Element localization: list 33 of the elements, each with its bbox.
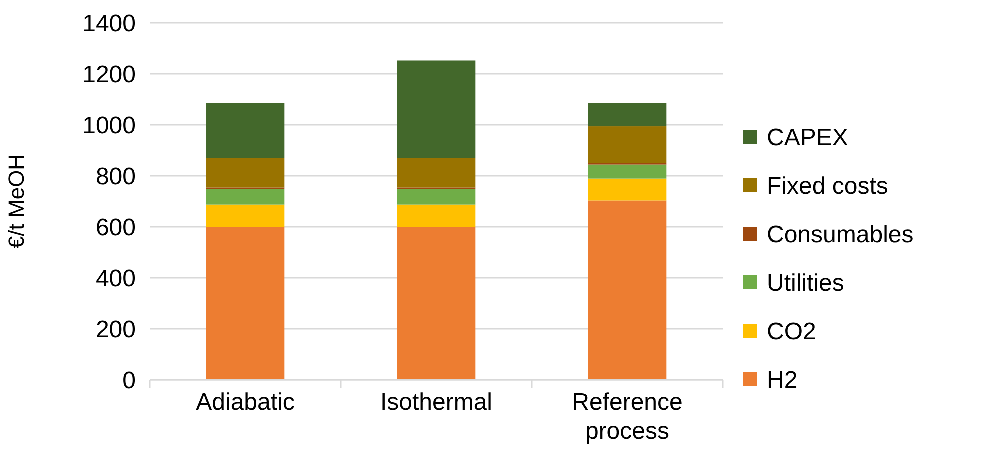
bar: [206, 103, 285, 158]
legend-label: CAPEX: [767, 124, 848, 152]
y-tick-label: 200: [96, 316, 136, 344]
legend-label: CO2: [767, 318, 816, 346]
bar: [397, 189, 476, 205]
legend-label: Consumables: [767, 221, 914, 248]
legend-label: H2: [767, 366, 798, 394]
x-tick-label: Reference process: [572, 389, 683, 445]
bar: [588, 164, 667, 179]
bar: [397, 60, 476, 158]
y-tick-label: 1000: [82, 112, 136, 140]
x-tick-label: Isothermal: [380, 389, 493, 416]
y-tick-label: 600: [96, 214, 136, 242]
bar: [588, 200, 667, 380]
bar: [588, 126, 667, 164]
bar: [397, 227, 476, 380]
y-tick-label: 1200: [82, 61, 136, 88]
bar: [588, 103, 667, 127]
bar: [206, 158, 285, 188]
bar: [206, 227, 285, 380]
y-tick-label: 0: [122, 367, 136, 394]
y-tick-label: 1400: [82, 10, 136, 38]
legend-label: Utilities: [767, 270, 844, 297]
y-tick-label: 400: [96, 265, 136, 292]
bar: [206, 189, 285, 205]
bar: [397, 158, 476, 188]
bar: [206, 204, 285, 227]
y-axis-title: €/t MeOH: [4, 154, 29, 249]
legend-label: Fixed costs: [767, 172, 888, 200]
y-tick-label: 800: [96, 163, 136, 190]
x-tick-label: Adiabatic: [196, 389, 295, 416]
bar: [588, 178, 667, 201]
bar: [397, 204, 476, 227]
